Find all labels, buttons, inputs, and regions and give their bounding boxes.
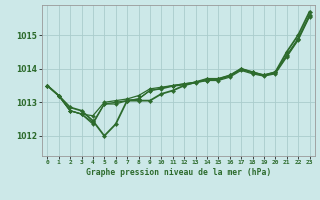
X-axis label: Graphe pression niveau de la mer (hPa): Graphe pression niveau de la mer (hPa) bbox=[86, 168, 271, 177]
